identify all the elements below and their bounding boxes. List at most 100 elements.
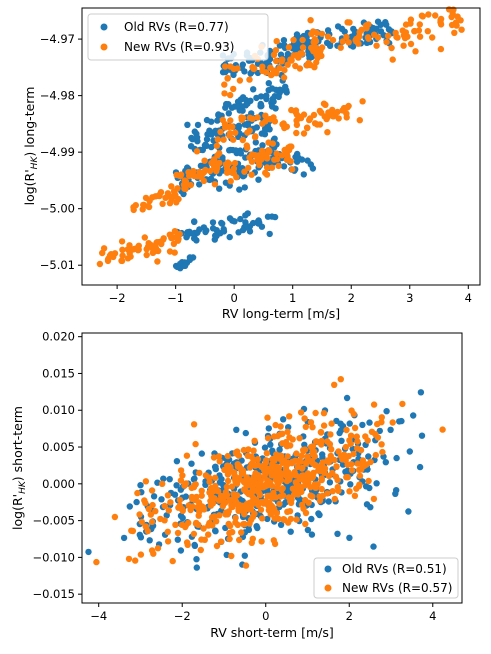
top-point-new [229,123,236,130]
bottom-point-new [263,465,270,473]
top-point-new [249,115,256,123]
bottom-point-new [190,484,198,491]
top-point-old [215,111,222,118]
top-point-old [216,185,223,192]
bottom-point-new [198,503,205,510]
top-point-new [264,154,271,162]
bottom-point-new [333,463,340,470]
bottom-point-new [210,454,218,461]
bottom-point-old [393,454,400,462]
bottom-point-new [273,509,280,517]
bottom-point-old [376,427,383,435]
top-point-new [299,36,306,44]
top-point-new [458,26,465,33]
top-point-new [211,181,219,188]
top-panel: −2 −1 0 1 2 3 4 −5.01 −5.00 −4.99 −4.98 −4.97 RV l… [22,6,481,321]
bottom-point-old [359,421,366,429]
bottom-point-new [154,545,162,552]
bottom-point-new [192,495,199,503]
top-point-old [252,139,259,146]
top-point-new [429,34,436,41]
top-point-old [349,43,357,50]
bottom-point-new [312,484,319,491]
bottom-point-new [277,423,284,430]
top-point-new [217,128,224,136]
bottom-point-new [235,507,242,514]
bottom-point-new [351,424,359,432]
bottom-point-new [328,420,335,427]
top-point-new [383,38,390,46]
top-x-tick-label: −2 [109,291,126,305]
bottom-point-new [278,486,285,494]
top-point-old [209,219,217,226]
top-point-new [312,37,319,45]
bottom-point-new [286,508,294,515]
bottom-point-old [254,524,261,532]
top-point-new [393,33,400,41]
bottom-point-new [182,522,190,529]
bottom-point-old [301,441,308,448]
bottom-point-new [211,474,219,481]
bottom-point-old [383,408,390,415]
bottom-point-new [226,535,233,543]
top-point-new [356,117,363,124]
top-point-old [259,142,266,149]
bottom-y-tick-label: 0.015 [42,366,75,380]
bottom-point-old [308,515,315,523]
bottom-point-new [190,421,198,428]
top-point-old [232,147,239,154]
bottom-point-old [137,482,144,489]
top-point-old [247,70,254,77]
bottom-y-tick-label: 0.010 [42,403,75,417]
top-point-old [247,97,254,105]
bottom-point-new [265,502,272,509]
bottom-point-new [239,502,246,509]
bottom-point-new [213,542,221,550]
top-point-old [186,256,194,264]
bottom-point-new [136,511,143,518]
top-point-new [309,28,317,35]
bottom-point-new [224,471,232,478]
bottom-plot-frame [81,332,463,604]
top-point-old [258,102,265,110]
bottom-point-new [262,481,269,489]
top-point-new [96,260,104,268]
bottom-point-new [252,474,259,481]
top-point-old [193,134,201,141]
top-point-new [275,162,282,170]
top-point-new [175,195,182,203]
bottom-point-new [329,469,336,477]
bottom-point-new [331,381,338,388]
bottom-point-new [343,474,350,481]
bottom-point-new [169,557,176,565]
bottom-point-new [311,448,318,455]
bottom-point-old [325,498,332,505]
bottom-point-new [181,482,188,489]
bottom-point-new [190,530,198,538]
bottom-point-new [297,409,305,416]
top-point-new [324,129,331,136]
bottom-point-new [227,463,234,471]
top-point-new [432,12,439,19]
top-point-old [254,219,261,226]
bottom-point-new [309,460,317,467]
bottom-point-new [318,485,325,493]
top-point-new [201,157,208,164]
top-point-old [233,103,241,110]
bottom-point-old [392,490,399,497]
bottom-point-new [354,460,361,467]
top-point-new [373,42,380,49]
bottom-point-new [277,452,285,459]
bottom-point-new [228,483,236,490]
top-point-new [293,117,300,124]
top-point-new [160,235,167,242]
bottom-point-new [215,497,223,504]
bottom-point-new [269,455,276,463]
bottom-point-new [262,457,270,464]
bottom-point-new [268,494,275,501]
bottom-point-new [138,518,145,526]
bottom-point-new [176,496,184,504]
top-point-new [454,13,461,20]
bottom-point-new [142,478,150,485]
